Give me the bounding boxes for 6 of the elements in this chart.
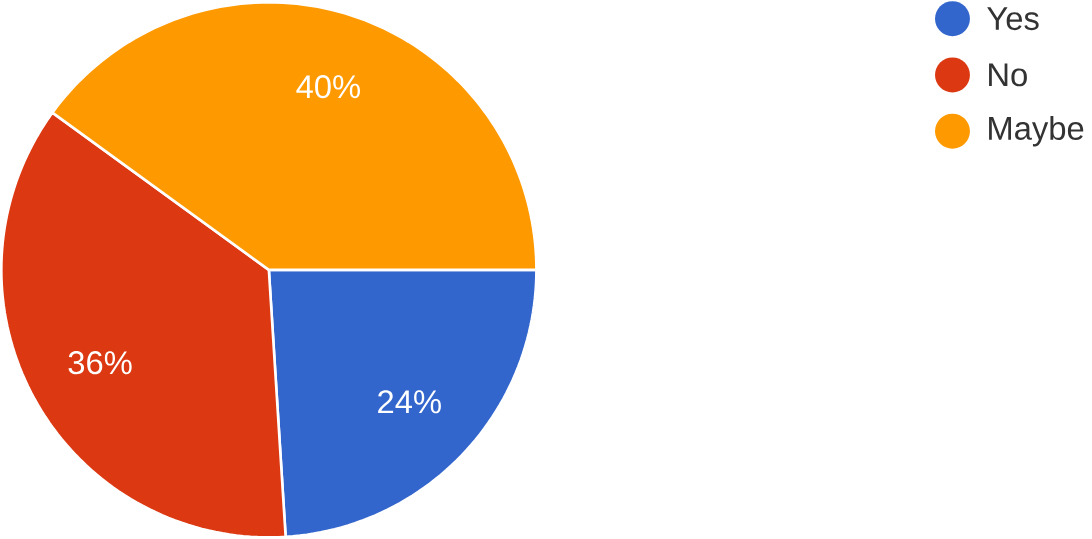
legend-label: No xyxy=(989,63,1027,87)
legend-label: Maybe xyxy=(989,116,1084,147)
data-label: 40% xyxy=(296,75,360,99)
legend-label: Yes xyxy=(987,7,1039,31)
data-label: 36% xyxy=(68,351,132,375)
data-label: 24% xyxy=(378,390,441,414)
